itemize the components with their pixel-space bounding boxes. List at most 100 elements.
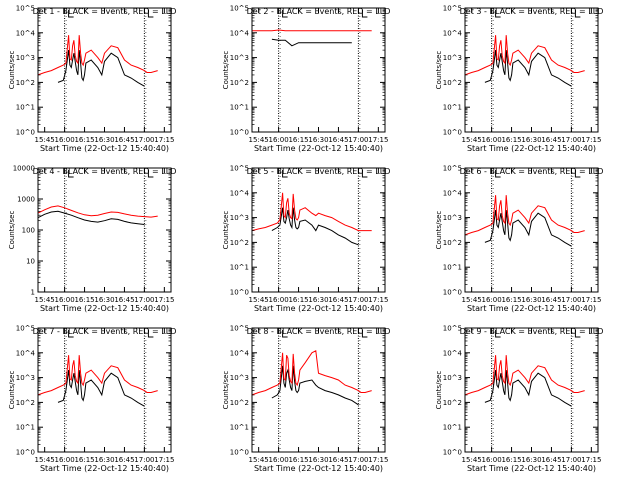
y-tick-label: 10^1 — [443, 264, 462, 272]
marker-bracket — [68, 10, 74, 18]
lld-series-line — [252, 29, 372, 32]
chart-title: Det 3 - BLACK = Events, RED = LLD — [460, 7, 604, 16]
marker-bracket — [361, 330, 368, 338]
x-tick-label: 17:15 — [581, 136, 601, 144]
x-axis-label: Start Time (22-Oct-12 15:40:40) — [40, 304, 169, 313]
y-tick-label: 10^4 — [443, 29, 463, 37]
x-tick-label: 16:30 — [521, 456, 541, 464]
chart-title: Det 7 - BLACK = Events, RED = LLD — [33, 327, 177, 336]
y-tick-label: 10000 — [13, 165, 35, 173]
marker-bracket — [282, 170, 288, 178]
x-tick-label: 15:45 — [462, 136, 482, 144]
chart-panel-3: 10^010^110^210^310^410^515:45 16:00 16:15 1… — [435, 5, 603, 154]
y-tick-label: 10^3 — [16, 54, 35, 62]
y-tick-label: 10^0 — [16, 449, 35, 457]
x-axis-label: Start Time (22-Oct-12 15:40:40) — [40, 144, 169, 153]
lld-series-line — [464, 35, 585, 76]
x-tick-label: 16:30 — [521, 136, 541, 144]
marker-bracket — [68, 330, 74, 338]
events-series-line — [271, 365, 359, 406]
lld-series-line — [37, 205, 158, 218]
x-tick-label: 17:15 — [368, 456, 388, 464]
chart-title: Det 1 - BLACK = Events, RED = LLD — [33, 7, 177, 16]
chart-title: Det 4 - BLACK = Events, RED = LLD — [33, 167, 177, 176]
lld-series-line — [464, 355, 585, 396]
x-tick-label: 16:45 — [114, 136, 134, 144]
y-tick-label: 10^2 — [230, 79, 249, 87]
y-tick-label: 10^1 — [230, 104, 249, 112]
chart-panel-8: 10^010^110^210^310^410^515:45 16:00 16:15 1… — [222, 325, 390, 474]
y-tick-label: 10^5 — [443, 325, 462, 333]
x-tick-label: 17:00 — [348, 456, 368, 464]
y-axis-label: Counts/sec — [8, 211, 16, 250]
marker-bracket — [361, 10, 368, 18]
plot-frame — [464, 167, 599, 293]
marker-bracket — [574, 330, 581, 338]
y-tick-label: 10^1 — [230, 424, 249, 432]
x-tick-label: 16:15 — [74, 136, 94, 144]
marker-bracket — [574, 170, 581, 178]
y-tick-label: 10^1 — [230, 264, 249, 272]
x-tick-label: 16:30 — [94, 456, 114, 464]
y-tick-label: 10 — [26, 258, 35, 266]
chart-title: Det 6 - BLACK = Events, RED = LLD — [460, 167, 604, 176]
marker-bracket — [361, 170, 368, 178]
y-tick-label: 10^2 — [16, 79, 35, 87]
y-axis-label: Counts/sec — [222, 51, 230, 90]
chart-panel-4: 1 10 100 1000 10000 15:45 16:00 16:15 16:30 16:45… — [8, 165, 176, 314]
x-tick-label: 16:45 — [541, 296, 561, 304]
x-tick-label: 17:15 — [581, 456, 601, 464]
chart-panel-7: 10^010^110^210^310^410^515:45 16:00 16:15 1… — [8, 325, 176, 474]
y-tick-label: 10^5 — [230, 325, 249, 333]
x-tick-label: 15:45 — [462, 456, 482, 464]
x-tick-label: 17:00 — [134, 296, 154, 304]
x-tick-label: 17:15 — [154, 136, 174, 144]
y-tick-label: 10^1 — [16, 424, 35, 432]
y-tick-label: 10^0 — [16, 129, 35, 137]
x-tick-label: 17:00 — [561, 456, 581, 464]
y-tick-label: 10^0 — [443, 289, 462, 297]
marker-bracket — [68, 170, 74, 178]
y-tick-label: 10^5 — [230, 5, 249, 13]
x-tick-label: 16:15 — [288, 136, 308, 144]
y-tick-label: 10^4 — [16, 349, 36, 357]
y-tick-label: 10^0 — [443, 129, 462, 137]
y-tick-label: 10^1 — [443, 104, 462, 112]
y-axis-label: Counts/sec — [435, 371, 443, 410]
y-tick-label: 10^3 — [443, 374, 462, 382]
chart-title: Det 5 - BLACK = Events, RED = LLD — [247, 167, 391, 176]
chart-panel-9: 10^010^110^210^310^410^515:45 16:00 16:15 1… — [435, 325, 603, 474]
marker-bracket — [147, 10, 154, 18]
x-tick-label: 15:45 — [35, 296, 55, 304]
y-tick-label: 1000 — [17, 196, 35, 204]
y-tick-label: 10^2 — [230, 399, 249, 407]
x-tick-label: 16:30 — [308, 296, 328, 304]
x-tick-label: 17:00 — [348, 296, 368, 304]
y-tick-label: 10^0 — [230, 129, 249, 137]
x-tick-label: 16:00 — [55, 136, 75, 144]
y-tick-label: 10^3 — [16, 374, 35, 382]
events-series-line — [37, 210, 145, 225]
x-tick-label: 17:00 — [134, 136, 154, 144]
x-axis-label: Start Time (22-Oct-12 15:40:40) — [254, 304, 383, 313]
y-tick-label: 10^0 — [230, 449, 249, 457]
x-tick-label: 16:45 — [541, 456, 561, 464]
y-tick-label: 10^5 — [443, 165, 462, 173]
lld-series-line — [37, 35, 158, 76]
events-series-line — [57, 370, 145, 407]
y-tick-label: 10^4 — [443, 349, 463, 357]
y-tick-label: 10^5 — [443, 5, 462, 13]
x-tick-label: 16:00 — [269, 296, 289, 304]
x-tick-label: 16:00 — [55, 296, 75, 304]
y-tick-label: 10^5 — [230, 165, 249, 173]
x-tick-label: 16:30 — [521, 296, 541, 304]
y-tick-label: 10^3 — [443, 214, 462, 222]
plot-frame — [37, 167, 172, 293]
events-series-line — [271, 38, 352, 47]
marker-bracket — [282, 330, 288, 338]
marker-bracket — [282, 10, 288, 18]
x-tick-label: 17:00 — [134, 456, 154, 464]
y-tick-label: 10^2 — [443, 79, 462, 87]
y-tick-label: 10^4 — [230, 29, 250, 37]
